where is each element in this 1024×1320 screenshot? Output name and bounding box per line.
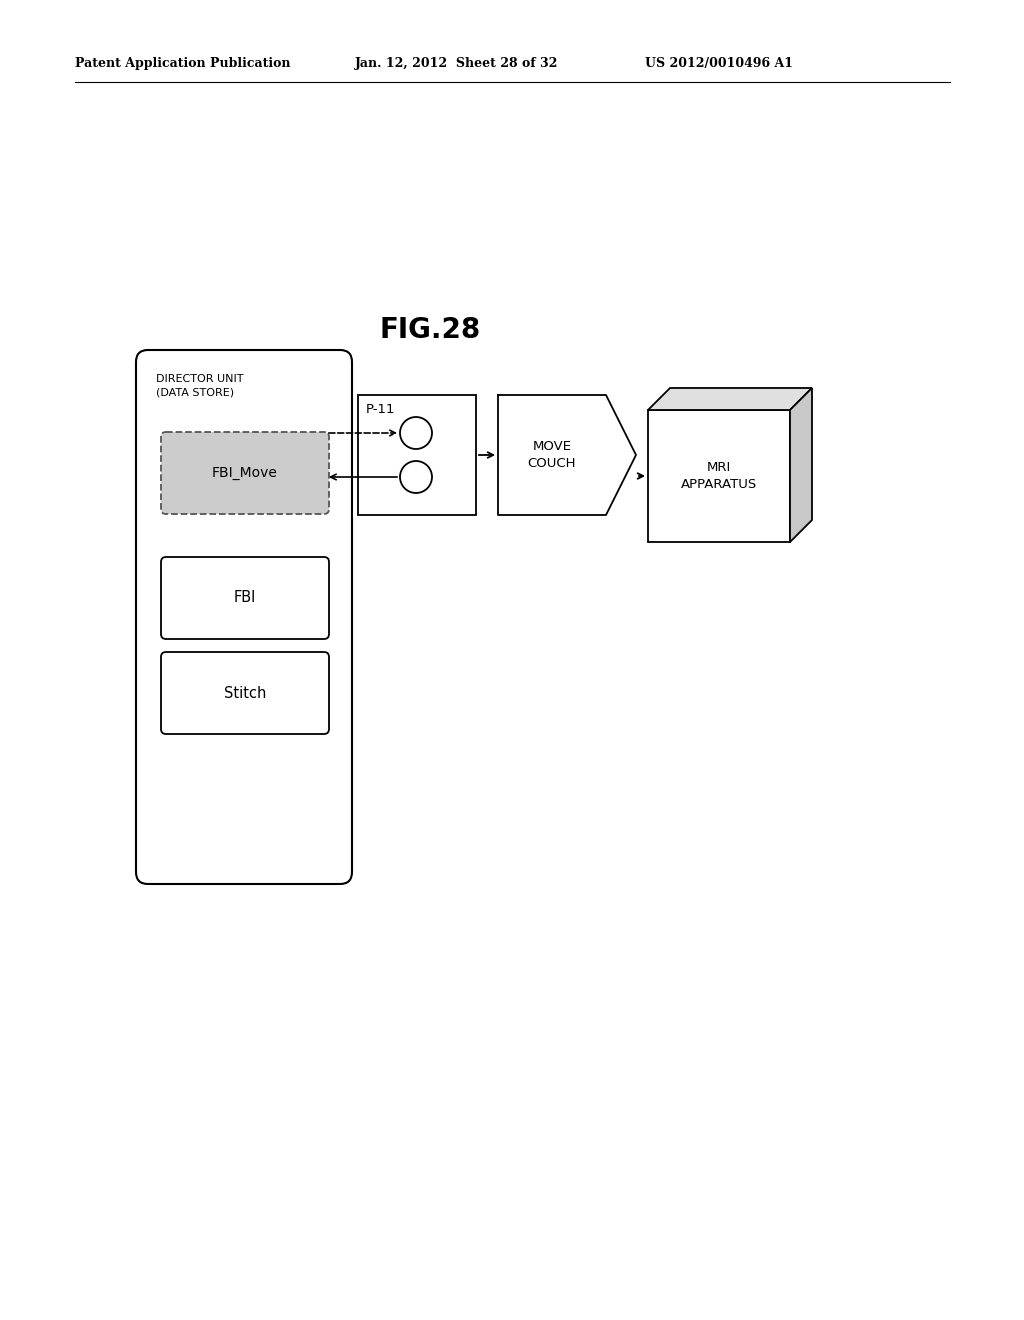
FancyBboxPatch shape [161, 557, 329, 639]
Text: Stitch: Stitch [224, 685, 266, 701]
Bar [358, 395, 476, 515]
Text: FBI: FBI [233, 590, 256, 606]
Text: Patent Application Publication: Patent Application Publication [75, 57, 291, 70]
Polygon shape [648, 388, 812, 411]
Text: Jan. 12, 2012  Sheet 28 of 32: Jan. 12, 2012 Sheet 28 of 32 [355, 57, 558, 70]
FancyBboxPatch shape [161, 652, 329, 734]
Text: FBI_Move: FBI_Move [212, 466, 278, 480]
Text: US 2012/0010496 A1: US 2012/0010496 A1 [645, 57, 793, 70]
Text: FIG.28: FIG.28 [379, 315, 480, 345]
Polygon shape [790, 388, 812, 543]
Polygon shape [648, 411, 790, 543]
FancyBboxPatch shape [136, 350, 352, 884]
Text: MRI
APPARATUS: MRI APPARATUS [681, 461, 757, 491]
Text: DIRECTOR UNIT
(DATA STORE): DIRECTOR UNIT (DATA STORE) [156, 374, 244, 397]
Text: P-11: P-11 [366, 403, 395, 416]
FancyBboxPatch shape [161, 432, 329, 513]
Text: MOVE
COUCH: MOVE COUCH [527, 440, 577, 470]
Polygon shape [498, 395, 636, 515]
